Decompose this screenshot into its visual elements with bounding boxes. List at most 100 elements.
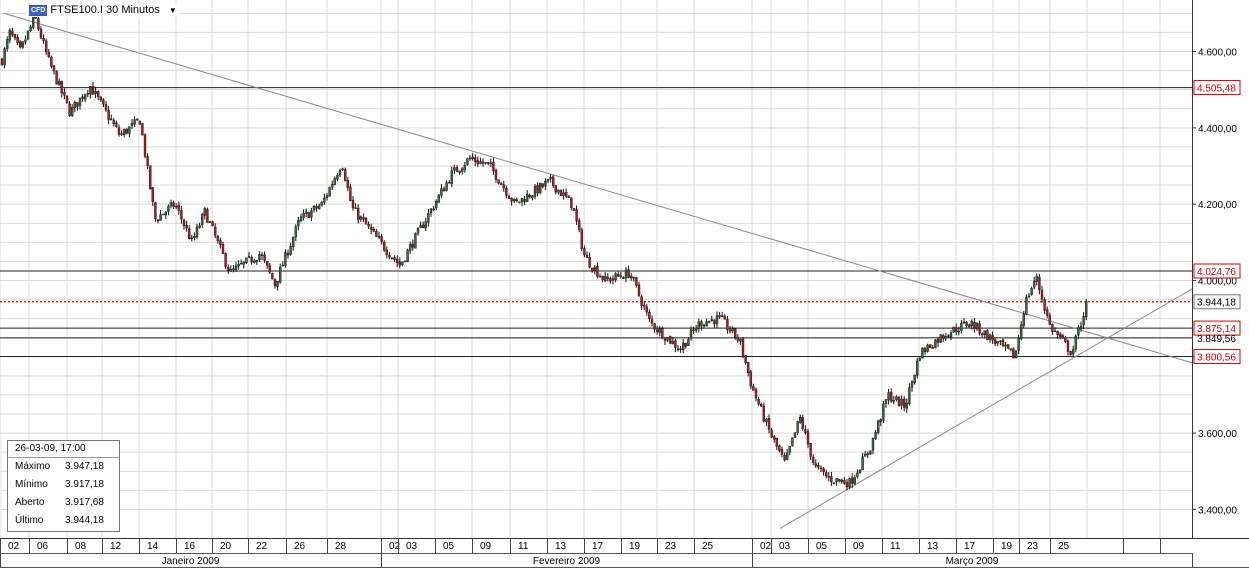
- candle-body: [159, 214, 162, 221]
- candle: [817, 462, 820, 470]
- candle: [284, 249, 287, 268]
- candle: [801, 414, 804, 432]
- candle-body: [279, 266, 282, 283]
- candle-body: [682, 342, 685, 351]
- candle: [1048, 312, 1052, 326]
- candle: [268, 263, 271, 274]
- candle: [962, 318, 966, 324]
- candle: [323, 193, 326, 205]
- candle: [981, 332, 984, 338]
- candle-body: [91, 85, 95, 95]
- candle: [156, 218, 160, 224]
- candle-body: [13, 34, 17, 38]
- candle: [47, 48, 50, 58]
- candle-body: [1020, 324, 1023, 340]
- candle: [1017, 334, 1020, 355]
- candle: [406, 248, 409, 263]
- candle-body: [151, 187, 155, 202]
- candle-body: [957, 330, 960, 333]
- candle: [1056, 330, 1059, 339]
- candle-body: [1069, 351, 1072, 355]
- candle-body: [999, 340, 1002, 342]
- candle-body: [994, 339, 997, 344]
- candle: [637, 281, 641, 297]
- candle: [458, 170, 461, 175]
- candle: [32, 15, 35, 30]
- candle: [804, 425, 807, 435]
- candle: [266, 260, 269, 269]
- candle-body: [331, 184, 334, 188]
- candle: [450, 166, 453, 188]
- candle-body: [583, 248, 586, 256]
- candle-body: [5, 39, 9, 49]
- candle: [1035, 273, 1039, 286]
- candle-body: [466, 158, 469, 165]
- candle-body: [910, 381, 914, 388]
- y-tick-label: 4.200,00: [1198, 200, 1237, 211]
- candle: [226, 264, 230, 274]
- candle-body: [232, 268, 235, 270]
- candle-body: [284, 252, 287, 266]
- candle-body: [1064, 337, 1067, 342]
- candle: [539, 182, 542, 195]
- candle: [481, 158, 485, 167]
- y-tick-label: 4.000,00: [1198, 276, 1237, 287]
- candle-body: [206, 209, 209, 223]
- candle: [567, 195, 570, 198]
- candle-body: [164, 211, 168, 216]
- x-tick-label: 19: [1001, 541, 1013, 552]
- candle: [900, 395, 903, 410]
- candle-body: [1038, 276, 1041, 291]
- candle-body: [185, 225, 188, 229]
- candle: [897, 396, 901, 407]
- candle: [856, 469, 859, 479]
- candle-body: [24, 39, 27, 43]
- candle: [315, 203, 318, 212]
- candle: [708, 320, 711, 324]
- candle: [908, 383, 911, 406]
- candle-body: [161, 213, 165, 216]
- candle: [299, 213, 303, 223]
- candle: [471, 153, 474, 161]
- candle: [377, 231, 381, 239]
- candle: [588, 252, 591, 269]
- candle-body: [869, 450, 872, 455]
- candle: [159, 210, 162, 221]
- candle-body: [572, 208, 576, 211]
- candle-body: [237, 263, 240, 267]
- candle: [757, 397, 760, 407]
- candle: [500, 181, 503, 185]
- candle-body: [396, 259, 399, 263]
- candle: [510, 197, 513, 206]
- candle-body: [617, 274, 620, 277]
- candle: [684, 342, 687, 349]
- candle-body: [575, 209, 578, 222]
- candle-body: [825, 472, 828, 477]
- info-value: 3.917,18: [65, 479, 104, 490]
- candle: [536, 182, 539, 197]
- caret-down-icon[interactable]: ▼: [168, 5, 177, 15]
- info-label: Aberto: [15, 497, 45, 508]
- candle: [76, 102, 79, 111]
- candle-body: [520, 198, 524, 203]
- candle: [346, 176, 349, 192]
- candle-body: [619, 275, 622, 277]
- candle-body: [1084, 301, 1088, 318]
- candle: [307, 211, 310, 219]
- candle: [895, 395, 898, 402]
- candle-body: [1009, 348, 1012, 350]
- candle: [598, 273, 602, 278]
- candle-body: [359, 216, 362, 220]
- candle-body: [453, 167, 456, 171]
- candle: [734, 328, 737, 340]
- candle: [294, 224, 297, 242]
- candle-body: [346, 180, 349, 188]
- candle: [492, 157, 495, 175]
- y-tick-label: 3.400,00: [1198, 505, 1237, 516]
- candle-body: [1061, 335, 1065, 339]
- candle-body: [1032, 280, 1036, 288]
- chart-title-bar[interactable]: CFD FTSE100.I 30 Minutos ▼: [26, 3, 180, 17]
- candle-body: [263, 254, 266, 261]
- candle: [135, 118, 139, 121]
